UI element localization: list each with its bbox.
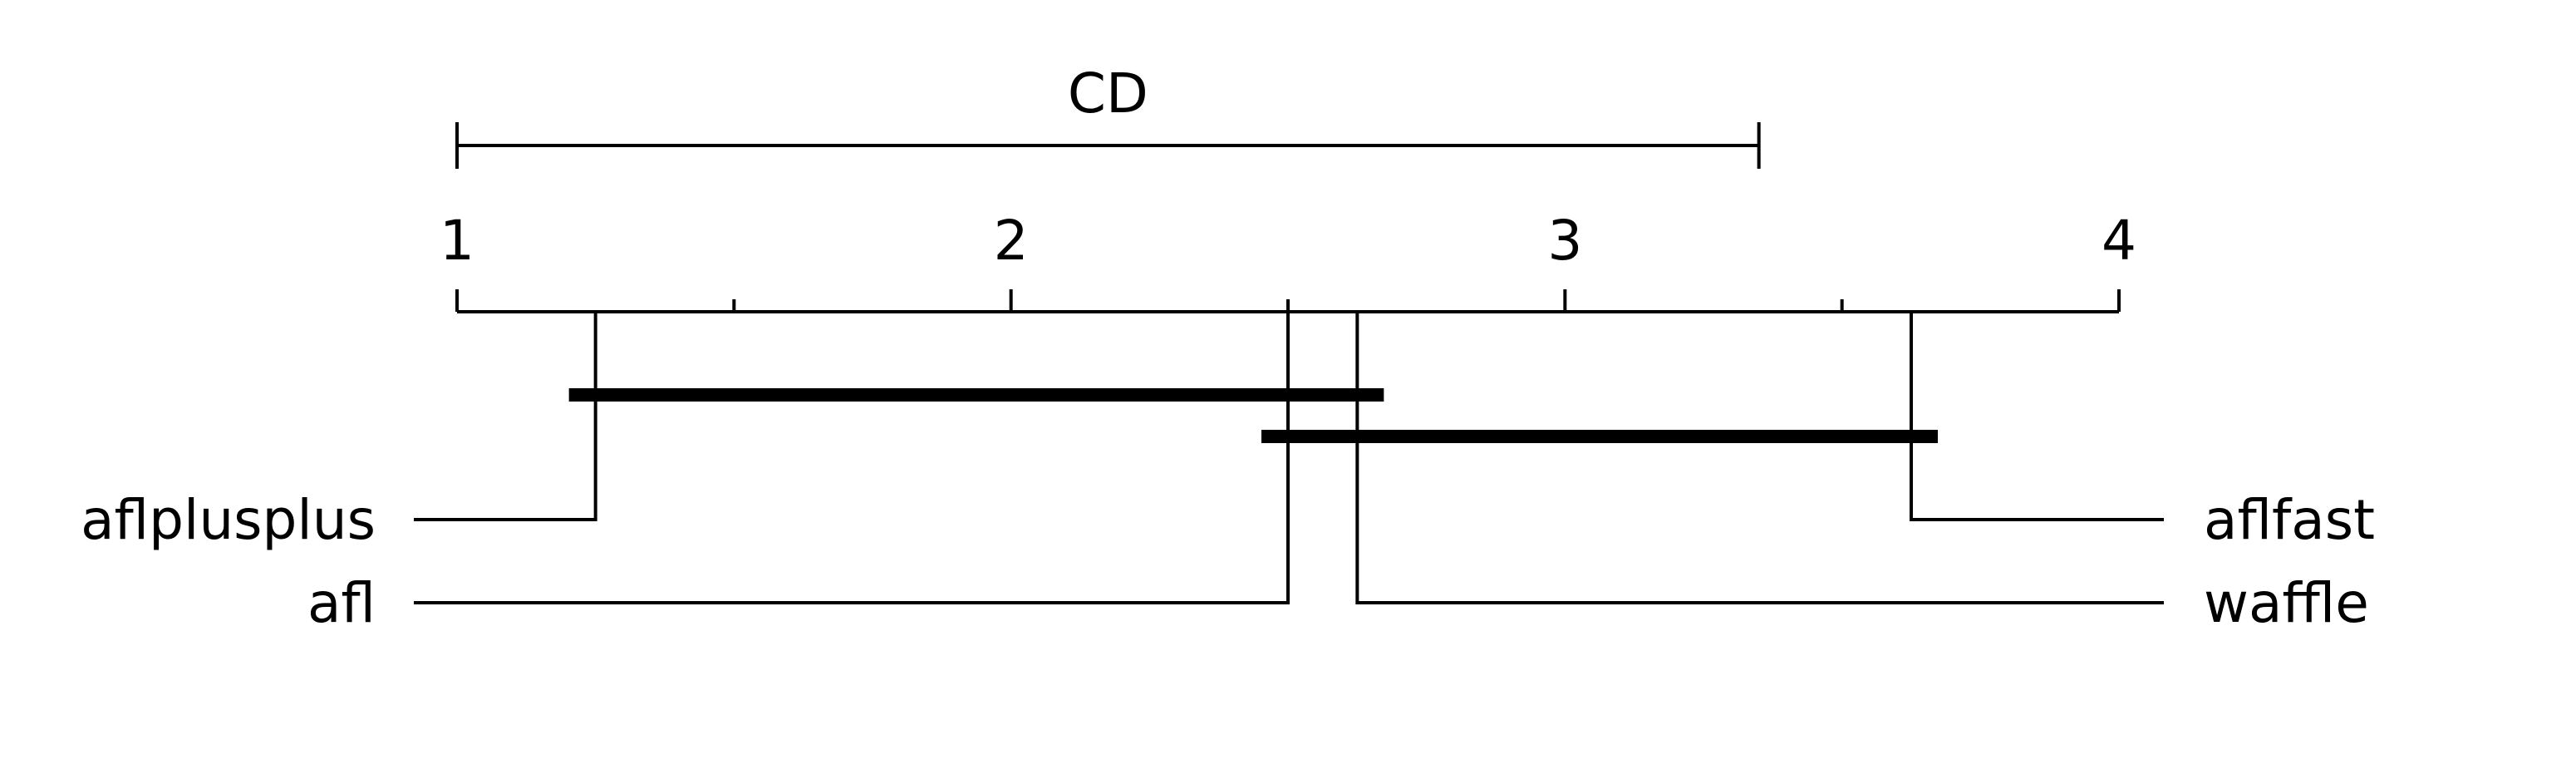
tick-label: 3 [1547, 209, 1582, 273]
method-label-aflfast: aflfast [2204, 488, 2375, 552]
method-labels: aflplusplus afl aflfast waffle [81, 488, 2375, 635]
method-line-aflplusplus [414, 312, 597, 521]
cd-label: CD [1068, 62, 1148, 126]
method-line-waffle [1355, 312, 2164, 604]
method-label-afl: afl [307, 571, 376, 635]
tick-label: 4 [2102, 209, 2136, 273]
method-label-aflplusplus: aflplusplus [81, 488, 376, 552]
tick-label: 2 [994, 209, 1029, 273]
method-label-waffle: waffle [2204, 571, 2369, 635]
method-line-aflfast [1910, 312, 2164, 521]
method-line-afl [414, 312, 1290, 604]
axis-ticks: 1 2 3 4 [440, 209, 2136, 312]
cd-bar-group: CD [455, 62, 1761, 169]
tick-label: 1 [440, 209, 474, 273]
method-lines [414, 312, 2164, 604]
clique-bars [568, 388, 1938, 443]
